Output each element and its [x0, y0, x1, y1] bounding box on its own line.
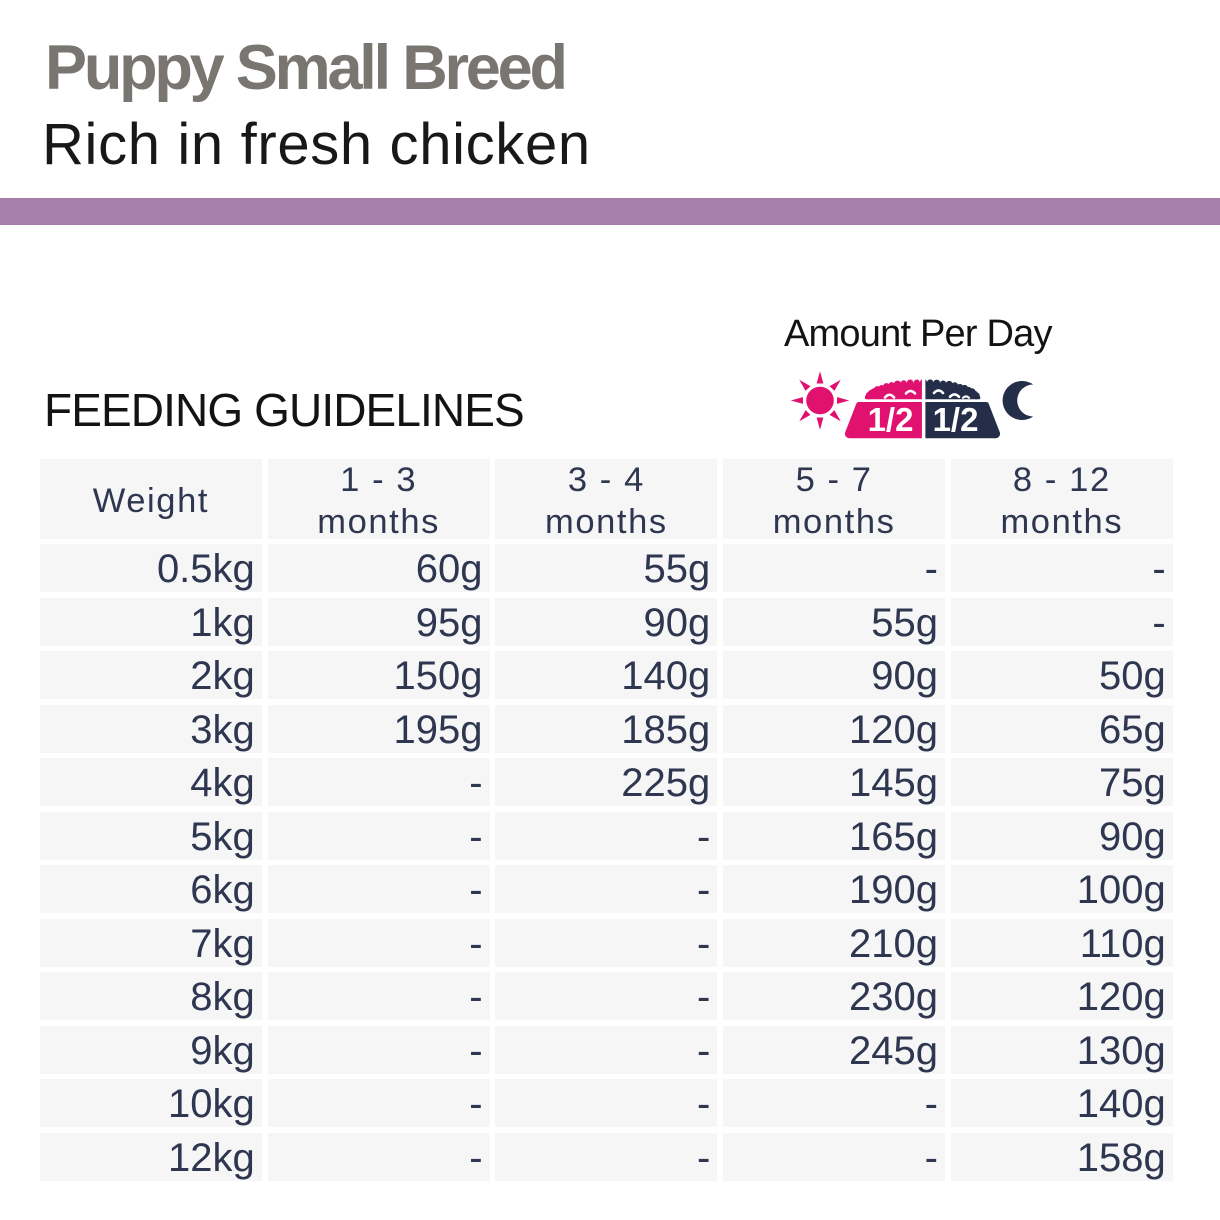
svg-text:1/2: 1/2 [933, 401, 979, 438]
svg-text:1/2: 1/2 [868, 401, 914, 438]
